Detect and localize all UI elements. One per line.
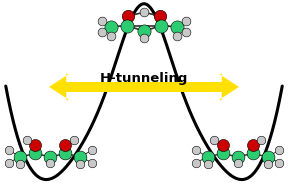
Point: [63, 143, 68, 146]
Point: [205, 163, 210, 166]
Point: [142, 11, 146, 14]
Point: [277, 161, 281, 164]
Point: [126, 15, 130, 18]
Text: H-tunneling: H-tunneling: [100, 72, 188, 85]
Point: [265, 163, 270, 166]
Point: [175, 25, 179, 28]
Point: [250, 143, 255, 146]
Point: [159, 24, 164, 27]
Point: [250, 152, 255, 155]
Point: [90, 149, 94, 152]
Point: [24, 139, 29, 142]
Point: [7, 149, 11, 152]
Point: [109, 25, 113, 28]
FancyArrow shape: [49, 74, 69, 100]
Point: [265, 155, 270, 158]
Point: [18, 163, 23, 166]
Point: [183, 20, 188, 23]
FancyBboxPatch shape: [63, 82, 225, 92]
Point: [259, 139, 264, 142]
Point: [72, 139, 76, 142]
Point: [194, 161, 198, 164]
Point: [175, 34, 179, 37]
Point: [78, 163, 83, 166]
Point: [194, 149, 198, 152]
Point: [277, 149, 281, 152]
Point: [212, 139, 216, 142]
Point: [48, 162, 53, 165]
Point: [90, 161, 94, 164]
Point: [100, 20, 105, 23]
Point: [33, 143, 38, 146]
Point: [78, 155, 83, 158]
Point: [7, 161, 11, 164]
Point: [33, 152, 38, 155]
Point: [205, 155, 210, 158]
Point: [109, 34, 113, 37]
Point: [124, 24, 129, 27]
FancyArrow shape: [219, 74, 239, 100]
Point: [48, 155, 53, 158]
Point: [220, 143, 225, 146]
Point: [235, 155, 240, 158]
Point: [100, 30, 105, 33]
Point: [235, 162, 240, 165]
Point: [142, 36, 146, 39]
Point: [183, 30, 188, 33]
Point: [18, 155, 23, 158]
Point: [142, 30, 146, 33]
Point: [63, 152, 68, 155]
Point: [158, 15, 162, 18]
Point: [220, 152, 225, 155]
